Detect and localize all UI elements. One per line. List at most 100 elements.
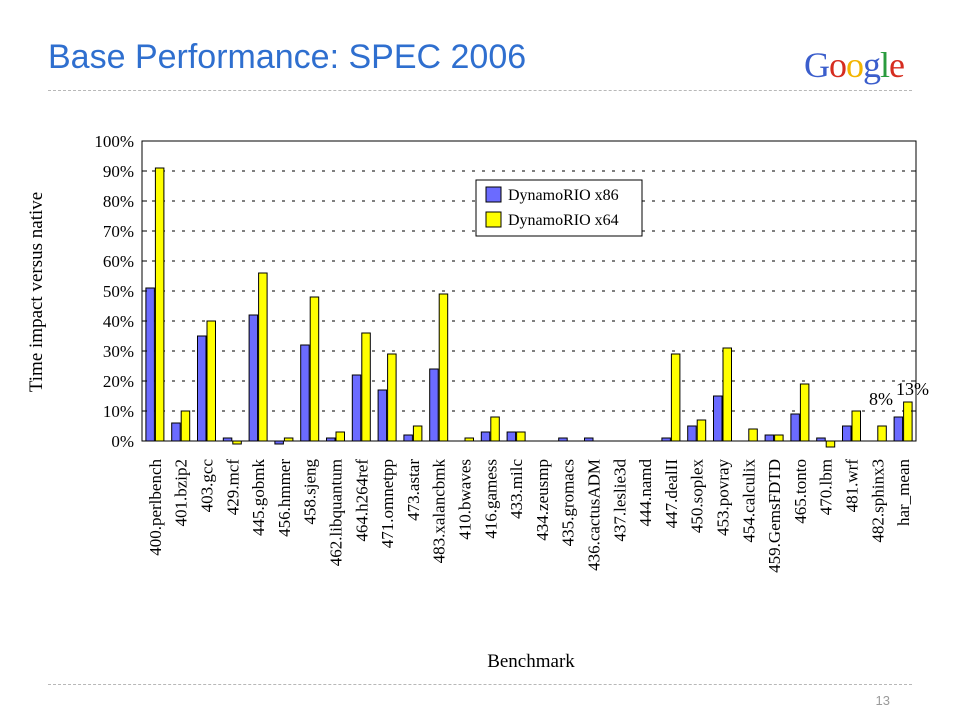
- bar: [696, 419, 707, 442]
- y-axis-label: Time impact versus native: [26, 192, 47, 392]
- bars: [145, 167, 913, 448]
- x-tick-label: 403.gcc: [198, 459, 217, 513]
- plot-frame: [141, 140, 917, 442]
- bar: [387, 353, 397, 442]
- bar: [516, 431, 526, 442]
- bar: [309, 296, 320, 442]
- logo-letter-o2: o: [846, 45, 864, 85]
- x-tick-label: 445.gobmk: [249, 459, 268, 536]
- legend-swatch-x86: [485, 186, 502, 203]
- annotation-8-percent: 8%: [869, 389, 893, 409]
- bar: [351, 374, 362, 442]
- bar: [412, 425, 423, 442]
- bar: [790, 413, 800, 442]
- bar: [171, 422, 181, 442]
- logo-letter-g1: G: [804, 45, 830, 85]
- x-tick-label: 429.mcf: [223, 459, 242, 516]
- legend-swatch-x64: [485, 211, 502, 228]
- bar: [154, 167, 165, 442]
- legend-label-x86: DynamoRIO x86: [508, 187, 619, 204]
- bar: [877, 425, 887, 442]
- bar: [206, 320, 216, 442]
- y-tick-label: 100%: [94, 132, 134, 151]
- logo-letter-o1: o: [829, 45, 847, 85]
- logo-letter-e: e: [889, 45, 905, 85]
- x-tick-label: 450.soplex: [688, 459, 707, 534]
- bar: [258, 272, 268, 442]
- bar: [145, 287, 155, 442]
- x-tick-label: 473.astar: [404, 459, 423, 521]
- bar: [480, 431, 491, 442]
- bar: [335, 431, 345, 442]
- x-tick-label: 471.omnetpp: [378, 459, 397, 548]
- x-tick-labels: 400.perlbench 401.bzip2 403.gcc 429.mcf 445.…: [146, 459, 913, 573]
- x-tick-label: 433.milc: [507, 459, 526, 519]
- x-tick-label: 410.bwaves: [456, 459, 475, 540]
- x-tick-label: 482.sphinx3: [868, 459, 887, 543]
- x-tick-label: 400.perlbench: [146, 459, 165, 556]
- title-divider: [48, 90, 912, 91]
- bar: [799, 383, 810, 442]
- page-number: 13: [875, 693, 890, 708]
- bar: [506, 431, 517, 442]
- y-tick-label: 10%: [103, 402, 134, 421]
- x-tick-label: 464.h264ref: [352, 459, 371, 542]
- slide-title: Base Performance: SPEC 2006: [48, 38, 527, 76]
- x-axis-label: Benchmark: [487, 651, 575, 672]
- x-tick-label: 454.calculix: [739, 459, 758, 543]
- bar: [670, 353, 681, 442]
- x-tick-label: har_mean: [894, 459, 913, 527]
- bar: [438, 293, 449, 442]
- bar: [764, 434, 775, 442]
- bar: [713, 395, 723, 442]
- x-tick-label: 453.povray: [714, 459, 733, 536]
- legend: DynamoRIO x86 DynamoRIO x64: [475, 179, 643, 237]
- x-tick-label: 458.sjeng: [301, 459, 320, 525]
- y-tick-label: 60%: [103, 252, 134, 271]
- y-tick-label: 40%: [103, 312, 134, 331]
- x-tick-label: 444.namd: [636, 459, 655, 527]
- bar: [197, 335, 207, 442]
- bar: [361, 332, 371, 442]
- x-tick-label: 447.dealII: [662, 459, 681, 529]
- bar: [248, 314, 259, 442]
- x-tick-label: 437.leslie3d: [610, 459, 629, 542]
- y-tick-label: 0%: [111, 432, 134, 451]
- y-tick-label: 70%: [103, 222, 134, 241]
- legend-box: [475, 179, 643, 237]
- bar: [490, 416, 500, 442]
- bar: [403, 434, 413, 442]
- bar: [722, 347, 732, 442]
- bar: [377, 389, 388, 442]
- x-tick-label: 401.bzip2: [172, 459, 191, 527]
- y-tick-label: 20%: [103, 372, 134, 391]
- bar: [842, 425, 852, 442]
- y-tick-label: 90%: [103, 162, 134, 181]
- bar: [774, 434, 784, 442]
- bar: [300, 344, 310, 442]
- bar: [851, 410, 861, 442]
- bar: [903, 401, 913, 442]
- logo-letter-g2: g: [863, 45, 881, 85]
- y-tick-labels: 0% 10% 20% 30% 40% 50% 60% 70% 80% 90% 100%: [94, 132, 134, 451]
- x-tick-label: 465.tonto: [791, 459, 810, 524]
- annotation-13-percent: 13%: [896, 379, 929, 399]
- x-tick-label: 462.libquantum: [327, 459, 346, 566]
- footer-divider: [48, 684, 912, 685]
- y-tick-label: 50%: [103, 282, 134, 301]
- y-tick-label: 80%: [103, 192, 134, 211]
- bar: [748, 428, 758, 442]
- google-logo: Google: [804, 44, 905, 86]
- x-tick-label: 483.xalancbmk: [430, 459, 449, 564]
- legend-label-x64: DynamoRIO x64: [508, 212, 619, 229]
- logo-letter-l: l: [880, 45, 890, 85]
- y-tick-label: 30%: [103, 342, 134, 361]
- x-tick-label: 436.cactusADM: [585, 459, 604, 571]
- bar: [180, 410, 191, 442]
- x-tick-label: 456.hmmer: [275, 459, 294, 537]
- x-tick-label: 470.lbm: [817, 459, 836, 515]
- bar: [687, 425, 697, 442]
- bar: [893, 416, 904, 442]
